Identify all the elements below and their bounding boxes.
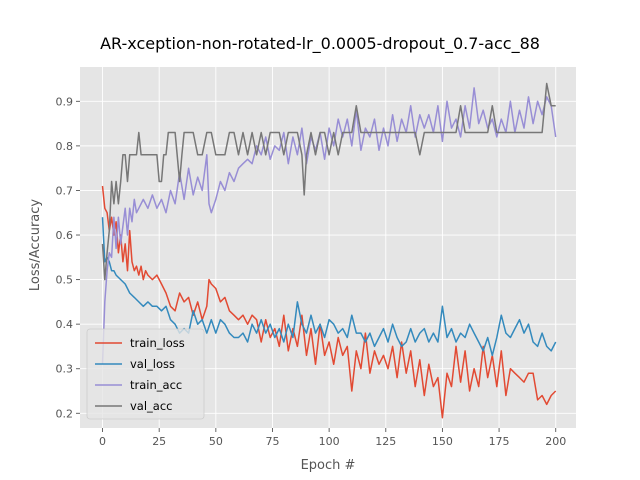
y-tick-label: 0.5 [56, 274, 74, 287]
x-tick-label: 0 [99, 435, 106, 448]
x-tick-label: 125 [375, 435, 396, 448]
series-line-train-acc [101, 87, 557, 365]
y-tick-label: 0.4 [56, 318, 74, 331]
x-tick-label: 25 [152, 435, 166, 448]
ticks: 0 25 50 75 100 125 150 175 200 0.2 0.3 0.4 0.5 0.6 0.7… [56, 95, 567, 448]
x-tick-label: 75 [265, 435, 279, 448]
y-axis-label: Loss/Accuracy [28, 199, 43, 292]
series-line-val-acc [101, 82, 556, 281]
y-tick-label: 0.2 [56, 407, 74, 420]
y-tick-label: 0.7 [56, 184, 74, 197]
y-tick-label: 0.3 [56, 363, 74, 376]
chart-title: AR-xception-non-rotated-lr_0.0005-dropou… [100, 34, 540, 54]
series-layer [101, 82, 557, 419]
x-tick-label: 50 [209, 435, 223, 448]
legend-box [86, 328, 205, 420]
x-tick-label: 175 [489, 435, 510, 448]
y-tick-label: 0.9 [56, 95, 74, 108]
x-tick-label: 100 [319, 435, 340, 448]
series-line-train-loss [101, 185, 557, 419]
legend-label-train-acc: train_acc [130, 378, 182, 392]
legend: train_loss val_loss train_acc val_acc [86, 328, 205, 420]
y-tick-label: 0.8 [56, 140, 74, 153]
x-axis-label: Epoch # [301, 458, 356, 473]
x-tick-label: 200 [545, 435, 566, 448]
legend-label-val-acc: val_acc [130, 399, 173, 413]
legend-label-train-loss: train_loss [130, 336, 185, 350]
legend-label-val-loss: val_loss [130, 357, 175, 371]
x-tick-label: 150 [432, 435, 453, 448]
y-tick-label: 0.6 [56, 229, 74, 242]
series-line-val-loss [101, 217, 557, 357]
